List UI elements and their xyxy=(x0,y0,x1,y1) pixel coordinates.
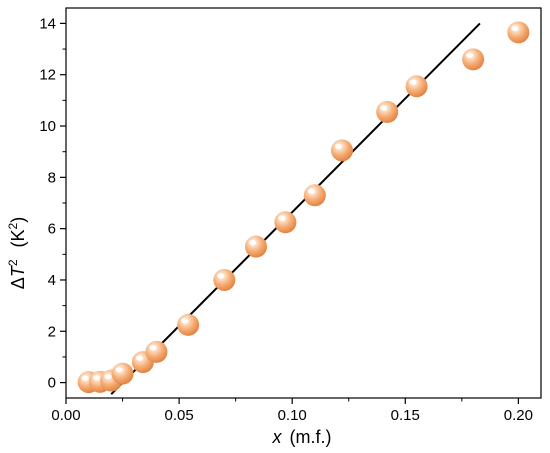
data-point-sphere xyxy=(507,21,530,44)
data-point xyxy=(111,362,134,385)
data-points xyxy=(77,21,530,394)
data-point-highlight xyxy=(217,273,225,279)
data-point-sphere xyxy=(145,340,168,363)
x-tick-label: 0.10 xyxy=(278,407,307,424)
data-point-sphere xyxy=(462,48,485,71)
axis-ticks: 0.00 0.05 0.10 0.15 0.20 0 2 4 6 8 10 12 14 xyxy=(39,15,533,424)
data-point xyxy=(145,340,168,363)
data-point-sphere xyxy=(376,100,399,123)
y-label-unit-open: (K xyxy=(8,229,28,247)
x-label-symbol: x xyxy=(272,427,283,447)
data-point-highlight xyxy=(115,367,123,373)
data-point-highlight xyxy=(466,52,474,58)
y-tick-label: 2 xyxy=(48,323,56,340)
data-point-highlight xyxy=(380,105,388,111)
x-tick-label: 0.15 xyxy=(391,407,420,424)
y-axis-label: ΔT2(K2) xyxy=(6,217,28,289)
y-tick-label: 12 xyxy=(39,67,56,84)
data-point xyxy=(213,268,236,291)
data-point-sphere xyxy=(274,211,297,234)
data-point-highlight xyxy=(307,188,315,194)
data-point-sphere xyxy=(177,313,200,336)
y-tick-label: 0 xyxy=(48,375,56,392)
data-point-highlight xyxy=(181,318,189,324)
y-tick-label: 10 xyxy=(39,118,56,135)
x-tick-label: 0.00 xyxy=(51,407,80,424)
y-label-symbol: T xyxy=(8,264,28,277)
data-point xyxy=(177,313,200,336)
y-tick-label: 4 xyxy=(48,272,56,289)
y-label-prefix: Δ xyxy=(8,277,28,289)
data-point xyxy=(245,235,267,258)
data-point-highlight xyxy=(104,373,112,380)
data-point-highlight xyxy=(92,375,100,381)
data-point xyxy=(303,184,326,207)
y-label-unit-exponent: 2 xyxy=(6,222,20,229)
x-tick-label: 0.05 xyxy=(164,407,193,424)
data-point-sphere xyxy=(111,362,134,385)
y-tick-label: 14 xyxy=(39,15,56,32)
data-point xyxy=(405,75,428,98)
data-point-sphere xyxy=(405,75,428,98)
data-point-highlight xyxy=(249,240,256,246)
y-tick-label: 6 xyxy=(48,221,56,238)
data-point xyxy=(274,211,297,234)
x-label-unit: (m.f.) xyxy=(290,427,332,447)
data-point-highlight xyxy=(149,345,157,351)
data-point-highlight xyxy=(135,355,143,361)
data-point-highlight xyxy=(511,25,519,31)
data-point-highlight xyxy=(278,215,286,221)
x-tick-label: 0.20 xyxy=(504,407,533,424)
data-point xyxy=(330,139,353,162)
y-tick-label: 8 xyxy=(48,169,56,186)
data-point xyxy=(507,21,530,44)
data-point-sphere xyxy=(245,235,267,258)
x-axis-label: x (m.f.) xyxy=(272,427,332,447)
y-label-exponent: 2 xyxy=(6,259,20,266)
y-label-unit-close: ) xyxy=(8,217,28,223)
data-point-highlight xyxy=(334,143,342,150)
data-point-highlight xyxy=(409,79,417,85)
data-point-highlight xyxy=(81,375,89,381)
data-point-sphere xyxy=(330,139,353,162)
data-point-sphere xyxy=(213,268,236,291)
data-point xyxy=(376,100,399,123)
data-point-sphere xyxy=(303,184,326,207)
data-point xyxy=(462,48,485,71)
